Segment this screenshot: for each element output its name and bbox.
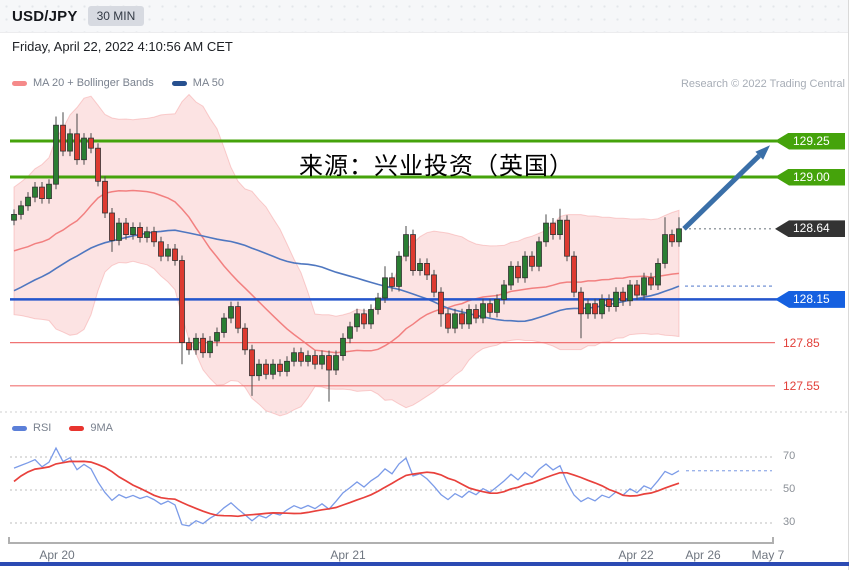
price-level-text: 127.85 xyxy=(783,335,820,350)
price-level-tag: 129.25 xyxy=(775,132,845,150)
bollinger-swatch-icon xyxy=(12,80,27,86)
legend-label: MA 50 xyxy=(192,77,224,89)
copyright-text: Research © 2022 Trading Central xyxy=(680,78,845,90)
rsi-swatch-icon xyxy=(12,425,27,431)
bottom-accent-bar xyxy=(0,562,849,566)
x-axis-label: Apr 22 xyxy=(618,548,654,562)
legend-item-bollinger: MA 20 + Bollinger Bands xyxy=(12,77,154,89)
price-level-tag: 128.15 xyxy=(775,290,845,308)
price-level-tag: 129.00 xyxy=(775,168,845,186)
rsi-axis-label: 50 xyxy=(783,483,796,495)
source-annotation: 来源：兴业投资（英国） xyxy=(299,153,574,180)
9ma-swatch-icon xyxy=(69,425,85,431)
legend-label: RSI xyxy=(33,422,52,434)
chart-datetime: Friday, April 22, 2022 4:10:56 AM CET xyxy=(12,39,233,54)
panel-right-border xyxy=(848,0,849,570)
x-axis-label: Apr 21 xyxy=(330,548,366,562)
price-level-text: 127.55 xyxy=(783,378,820,393)
legend-item-rsi: RSI xyxy=(12,422,51,434)
timeframe-badge[interactable]: 30 MIN xyxy=(87,6,145,26)
price-level-tag: 128.64 xyxy=(775,220,845,238)
legend-label: MA 20 + Bollinger Bands xyxy=(33,77,154,89)
rsi-legend: RSI 9MA xyxy=(12,422,131,434)
price-legend: MA 20 + Bollinger Bands MA 50 xyxy=(12,77,242,89)
x-axis-label: May 7 xyxy=(751,548,785,562)
rsi-axis-label: 30 xyxy=(783,516,796,528)
legend-item-ma50: MA 50 xyxy=(171,77,224,89)
x-axis-label: Apr 20 xyxy=(39,548,75,562)
ma50-swatch-icon xyxy=(171,80,187,86)
x-axis-label: Apr 26 xyxy=(685,548,721,562)
header-bar: USD/JPY 30 MIN xyxy=(0,0,849,33)
rsi-axis-label: 70 xyxy=(783,450,796,462)
symbol-title: USD/JPY xyxy=(12,7,78,25)
legend-label: 9MA xyxy=(90,422,113,434)
legend-item-9ma: 9MA xyxy=(69,422,113,434)
